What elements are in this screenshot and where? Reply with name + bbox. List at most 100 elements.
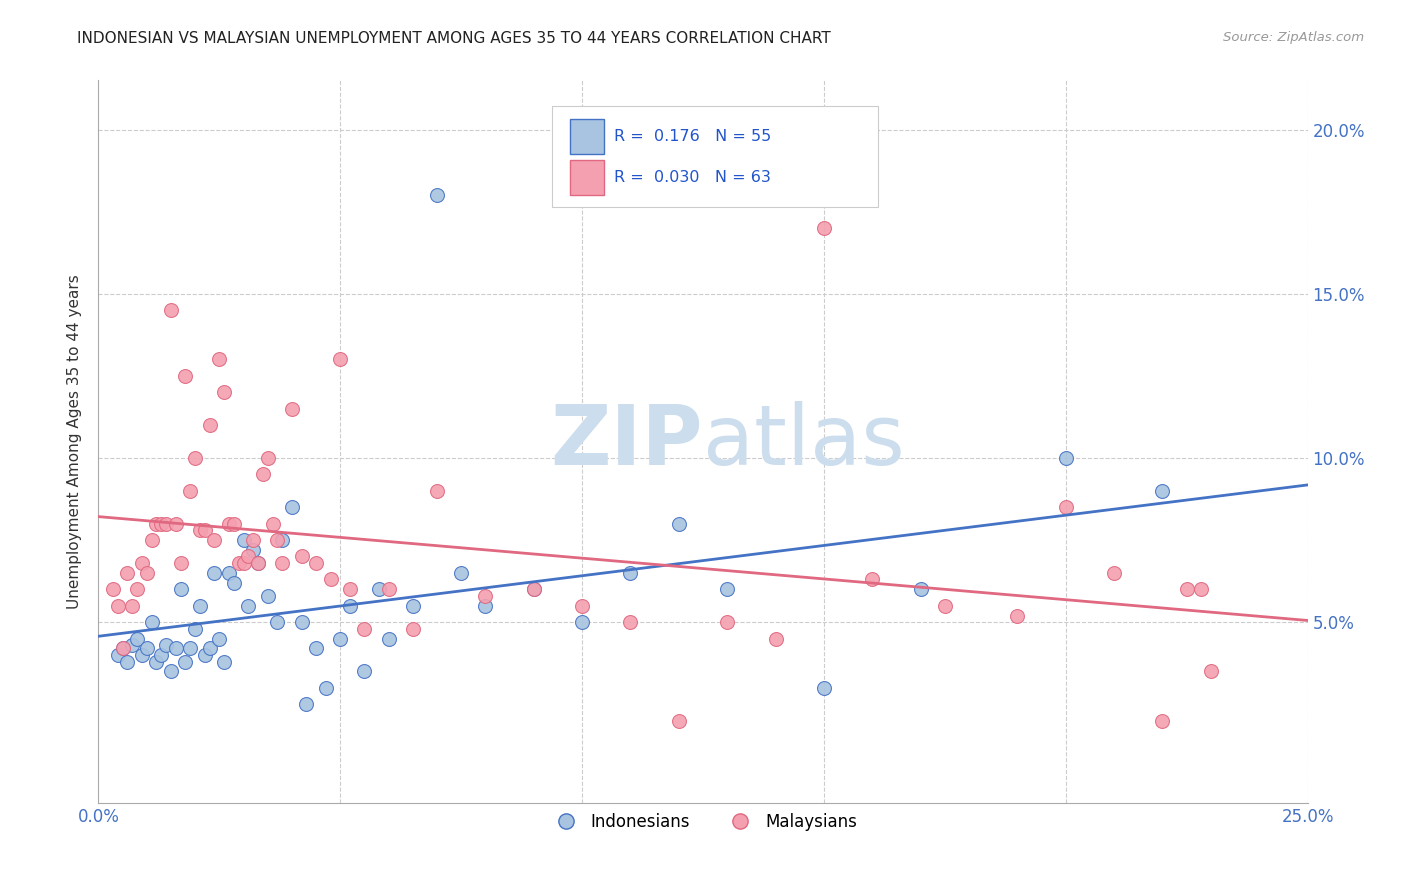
Point: [474, 599, 496, 613]
Point: [402, 599, 425, 613]
Point: [208, 352, 231, 367]
Point: [353, 622, 375, 636]
Point: [1007, 608, 1029, 623]
Point: [281, 500, 304, 515]
Point: [155, 516, 177, 531]
Point: [339, 582, 361, 597]
Point: [1199, 665, 1222, 679]
Point: [135, 641, 157, 656]
Text: ZIP: ZIP: [551, 401, 703, 482]
Legend: Indonesians, Malaysians: Indonesians, Malaysians: [543, 806, 863, 838]
Point: [1152, 483, 1174, 498]
Point: [179, 483, 201, 498]
Point: [571, 615, 593, 630]
Point: [319, 573, 342, 587]
Point: [184, 622, 207, 636]
Point: [238, 549, 260, 564]
Point: [145, 655, 167, 669]
Point: [127, 632, 149, 646]
Bar: [569, 120, 603, 154]
Point: [523, 582, 546, 597]
Point: [222, 516, 245, 531]
Point: [1152, 714, 1174, 728]
Point: [131, 648, 153, 662]
Point: [174, 368, 197, 383]
Point: [353, 665, 375, 679]
Point: [131, 556, 153, 570]
Point: [208, 632, 231, 646]
Point: [194, 648, 217, 662]
Point: [377, 582, 399, 597]
Point: [290, 615, 312, 630]
Point: [188, 523, 211, 537]
Point: [474, 589, 496, 603]
Point: [111, 641, 134, 656]
Point: [198, 641, 221, 656]
Point: [1175, 582, 1198, 597]
Point: [204, 566, 226, 580]
Point: [194, 523, 217, 537]
Point: [212, 385, 235, 400]
Point: [169, 556, 191, 570]
Point: [247, 556, 270, 570]
Point: [204, 533, 226, 547]
Point: [910, 582, 932, 597]
FancyBboxPatch shape: [551, 105, 879, 207]
Point: [121, 638, 143, 652]
Point: [619, 566, 641, 580]
Point: [290, 549, 312, 564]
Point: [765, 632, 787, 646]
Point: [716, 615, 738, 630]
Point: [256, 589, 278, 603]
Point: [228, 556, 250, 570]
Point: [150, 648, 173, 662]
Point: [860, 573, 883, 587]
Point: [266, 533, 288, 547]
Point: [813, 681, 835, 695]
Point: [523, 582, 546, 597]
Text: INDONESIAN VS MALAYSIAN UNEMPLOYMENT AMONG AGES 35 TO 44 YEARS CORRELATION CHART: INDONESIAN VS MALAYSIAN UNEMPLOYMENT AMO…: [77, 31, 831, 46]
Point: [218, 566, 240, 580]
Point: [377, 632, 399, 646]
Text: R =  0.176   N = 55: R = 0.176 N = 55: [613, 129, 770, 145]
Point: [165, 516, 187, 531]
Point: [242, 533, 264, 547]
Point: [305, 556, 328, 570]
Point: [934, 599, 956, 613]
Point: [141, 615, 163, 630]
Point: [184, 450, 207, 465]
Point: [111, 641, 134, 656]
Point: [141, 533, 163, 547]
Point: [145, 516, 167, 531]
Text: R =  0.030   N = 63: R = 0.030 N = 63: [613, 170, 770, 186]
Point: [368, 582, 391, 597]
Point: [1054, 450, 1077, 465]
Point: [247, 556, 270, 570]
Point: [169, 582, 191, 597]
Point: [179, 641, 201, 656]
Point: [1189, 582, 1212, 597]
Point: [295, 698, 318, 712]
Point: [242, 542, 264, 557]
Point: [668, 714, 690, 728]
Point: [232, 533, 254, 547]
Point: [339, 599, 361, 613]
Point: [188, 599, 211, 613]
Point: [262, 516, 284, 531]
Point: [271, 556, 294, 570]
Point: [271, 533, 294, 547]
Point: [127, 582, 149, 597]
Bar: [569, 161, 603, 195]
Point: [426, 188, 449, 202]
Point: [1054, 500, 1077, 515]
Point: [315, 681, 337, 695]
Point: [117, 655, 139, 669]
Point: [232, 556, 254, 570]
Point: [266, 615, 288, 630]
Point: [813, 221, 835, 235]
Point: [716, 582, 738, 597]
Point: [668, 516, 690, 531]
Point: [160, 303, 183, 318]
Point: [160, 665, 183, 679]
Point: [1102, 566, 1125, 580]
